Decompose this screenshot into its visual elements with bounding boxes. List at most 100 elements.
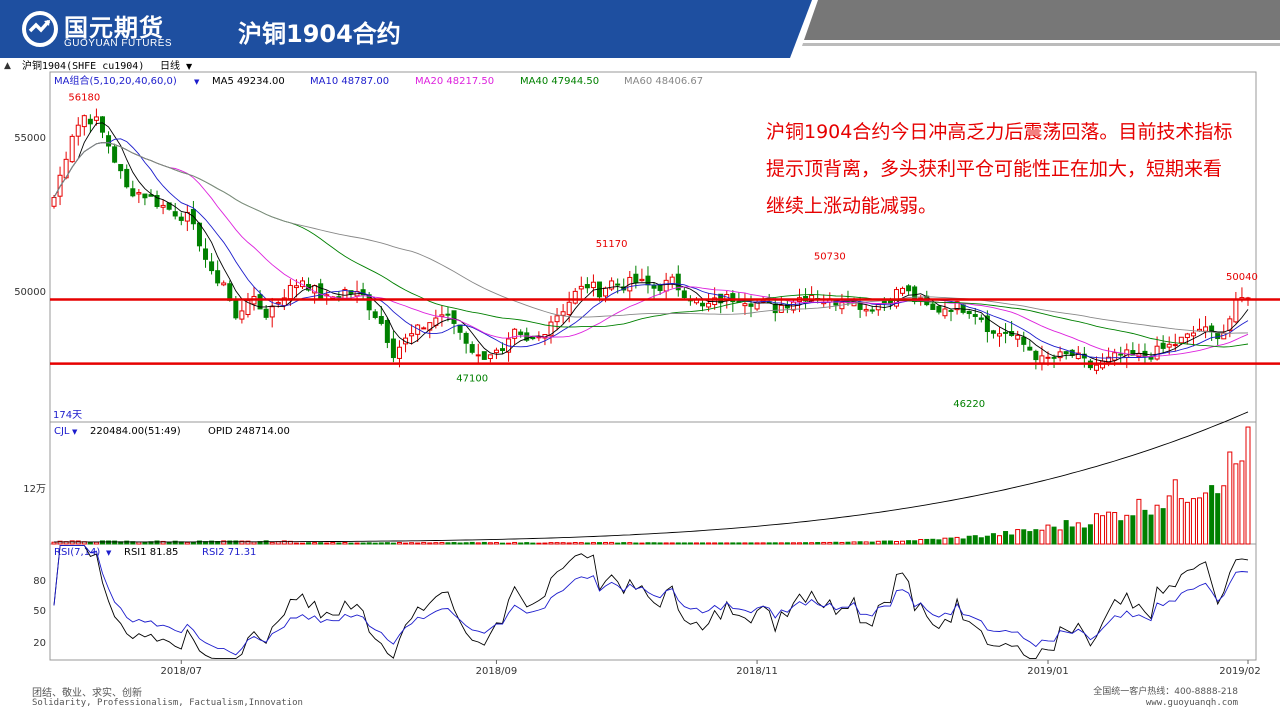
rsi-label[interactable]: RSI(7,14) [54,547,100,558]
volume-bar [869,541,875,545]
volume-bar [318,542,324,545]
candle-body [590,281,596,289]
candle-body [1172,344,1178,347]
volume-bar [984,535,990,545]
volume-bar [1227,451,1233,545]
candle-body [1063,351,1069,355]
candle-body [554,315,560,323]
candle-body [99,116,105,133]
volume-bar [415,542,421,545]
volume-bar [390,542,396,545]
x-tick-2018/11: 2018/11 [736,666,778,677]
volume-bar [603,541,609,545]
volume-bar [378,542,384,545]
candle-body [1057,351,1063,359]
volume-bar [687,542,693,545]
volume-bar [693,542,699,545]
candle-body [493,349,499,354]
candle-body [154,195,160,207]
candle-body [615,283,621,286]
volume-bar [990,533,996,545]
price-annotations: 56180 51170 47100 50730 46220 50040 [68,93,1257,410]
candle-body [1227,318,1233,331]
ma5-line [53,122,1249,363]
volume-bar [924,538,930,545]
candle-body [112,146,118,163]
candle-body [1039,355,1045,364]
candle-body [360,289,366,296]
volume-bar [93,541,99,545]
candle-body [675,273,681,291]
volume-bar [500,542,506,545]
volume-bar [172,540,178,545]
candle-body [203,248,209,260]
volume-bar [590,542,596,545]
volume-bar [1148,514,1154,545]
volume-bar [112,540,118,545]
candle-body [990,330,996,334]
volume-bar [245,540,251,545]
ma20-line [53,142,1249,358]
footer-website: www.guoyuanqh.com [1145,698,1238,708]
volume-bar [827,541,833,545]
volume-bar [1093,513,1099,545]
volume-bar [748,542,754,545]
volume-bar [845,541,851,545]
volume-bar [997,535,1003,545]
volume-bar [839,541,845,545]
ma-group-label[interactable]: MA组合(5,10,20,40,60,0) [54,74,177,87]
candle-body [548,321,554,337]
volume-bar [1203,492,1209,545]
volume-bar [754,542,760,545]
candle-body [172,211,178,217]
volume-bar [669,542,675,545]
volume-bar [809,542,815,545]
volume-bar [863,541,869,545]
candle-body [706,302,712,308]
candle-body [87,118,93,125]
volume-bar [293,542,299,545]
candle-body [663,279,669,292]
candle-body [1033,350,1039,361]
volume-bar [336,542,342,545]
symbol-label[interactable]: 沪铜1904(SHFE cu1904) [22,59,144,72]
candle-body [863,308,869,312]
ma-group-chevron-icon[interactable]: ▼ [194,78,200,86]
volume-bar [760,542,766,545]
candle-body [966,310,972,315]
toolbar-arrow-icon[interactable]: ▲ [4,61,11,71]
volume-bar [87,541,93,545]
candle-body [51,197,57,207]
volume-bar [1045,524,1051,545]
annotation-50730: 50730 [814,252,846,263]
cjl-label[interactable]: CJL [54,426,70,437]
rsi-chevron-icon[interactable]: ▼ [106,549,112,557]
candle-body [275,302,281,305]
volume-bar [972,535,978,545]
support-resistance-lines [50,298,1280,365]
volume-bar [342,541,348,545]
candle-body [257,294,263,310]
volume-bar [609,541,615,545]
cjl-chevron-icon[interactable]: ▼ [72,428,78,436]
footer-hotline: 全国统一客户热线：400-8888-218 [1093,687,1238,697]
candle-body [857,301,863,310]
period-chevron-down-icon[interactable]: ▼ [186,62,193,71]
candle-body [584,284,590,289]
volume-bar [75,540,81,545]
period-select[interactable]: 日线 [160,59,180,72]
volume-bar [627,542,633,545]
candle-body [645,275,651,286]
candle-body [378,315,384,324]
footer-motto-en: Solidarity, Professionalism, Factualism,… [32,698,303,708]
candle-body [603,287,609,297]
volume-bar [1215,493,1221,545]
opid-value: OPID 248714.00 [208,426,290,437]
volume-bar [784,542,790,545]
opid-line [54,411,1249,543]
volume-bar [942,537,948,545]
legend-ma60: MA60 48406.67 [624,76,703,87]
volume-bar [790,542,796,545]
volume-bar [99,540,105,545]
candle-body [93,116,99,121]
